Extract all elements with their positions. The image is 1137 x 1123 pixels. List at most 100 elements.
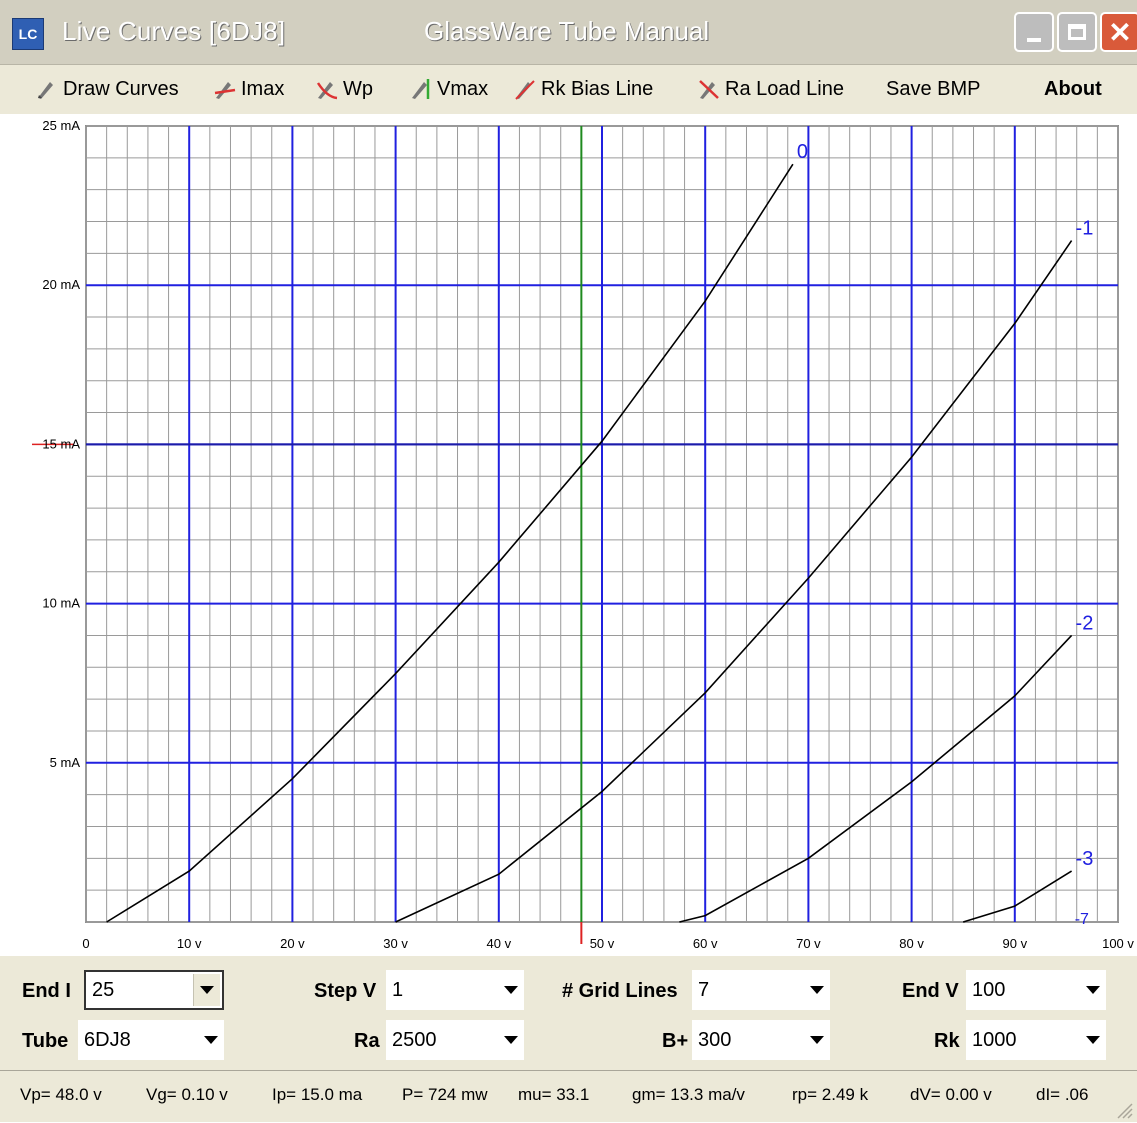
y-tick-label: 20 mA — [42, 277, 80, 292]
x-tick-label: 90 v — [1003, 936, 1028, 951]
tube-value: 6DJ8 — [84, 1028, 131, 1051]
curve-series — [106, 163, 794, 923]
tube-combo[interactable]: 6DJ8 — [78, 1020, 224, 1060]
x-tick-label: 10 v — [177, 936, 202, 951]
grid-lines-label: # Grid Lines — [562, 980, 678, 1002]
app-icon[interactable]: LC — [12, 18, 44, 50]
maximize-icon — [1068, 24, 1086, 40]
end-v-value: 100 — [972, 978, 1006, 1001]
curve-label: -7 — [1075, 911, 1089, 928]
rk-combo[interactable]: 1000 — [966, 1020, 1106, 1060]
imax-button[interactable]: Imax — [214, 72, 284, 106]
status-gm: gm= 13.3 ma/v — [632, 1085, 745, 1104]
minimize-button[interactable] — [1014, 12, 1054, 52]
rk-bias-line-button[interactable]: Rk Bias Line — [514, 72, 653, 106]
status-dv: dV= 0.00 v — [910, 1085, 992, 1104]
chevron-down-icon[interactable] — [1080, 970, 1106, 1010]
end-v-label: End V — [902, 980, 959, 1002]
curve-series — [962, 870, 1073, 923]
save-bmp-label: Save BMP — [886, 77, 981, 100]
draw-curves-label: Draw Curves — [63, 77, 179, 100]
end-v-combo[interactable]: 100 — [966, 970, 1106, 1010]
close-icon: ✕ — [1108, 16, 1132, 48]
curve-series — [395, 240, 1073, 923]
curve-label: -3 — [1076, 848, 1094, 870]
bplus-combo[interactable]: 300 — [692, 1020, 830, 1060]
close-button[interactable]: ✕ — [1100, 12, 1137, 52]
chevron-down-icon[interactable] — [193, 974, 220, 1006]
window-subtitle: GlassWare Tube Manual — [424, 16, 710, 46]
step-v-value: 1 — [392, 978, 404, 1001]
step-v-label: Step V — [314, 980, 377, 1002]
tube-curves-chart[interactable]: 0 10 v 20 v 30 v 40 v 50 v 60 v 70 v 80 v 90 v 100… — [0, 114, 1137, 956]
imax-icon — [214, 78, 236, 100]
x-tick-label: 20 v — [280, 936, 305, 951]
chevron-down-icon[interactable] — [804, 970, 830, 1010]
grid-lines-combo[interactable]: 7 — [692, 970, 830, 1010]
chevron-down-icon[interactable] — [498, 970, 524, 1010]
chevron-down-icon[interactable] — [804, 1020, 830, 1060]
minimize-icon — [1027, 38, 1041, 42]
y-tick-label: 25 mA — [42, 118, 80, 133]
ra-load-line-icon — [698, 78, 720, 100]
curve-series — [679, 634, 1073, 923]
x-tick-label: 40 v — [487, 936, 512, 951]
ra-load-line-label: Ra Load Line — [725, 77, 844, 100]
ra-value: 2500 — [392, 1028, 437, 1051]
maximize-button[interactable] — [1057, 12, 1097, 52]
grid-lines-value: 7 — [698, 978, 710, 1001]
x-tick-label: 70 v — [796, 936, 821, 951]
chevron-down-icon[interactable] — [198, 1020, 224, 1060]
wp-button[interactable]: Wp — [316, 72, 373, 106]
x-tick-label: 0 — [82, 936, 89, 951]
x-tick-label: 50 v — [590, 936, 615, 951]
curve-label: 0 — [797, 141, 808, 163]
about-label: About — [1044, 77, 1102, 100]
chevron-down-icon[interactable] — [498, 1020, 524, 1060]
rk-value: 1000 — [972, 1028, 1017, 1051]
bplus-label: B+ — [662, 1030, 689, 1052]
curve-label: -2 — [1076, 612, 1094, 634]
ra-label: Ra — [354, 1030, 380, 1052]
title-bar[interactable]: LC Live Curves [6DJ8] GlassWare Tube Man… — [0, 0, 1137, 65]
status-di: dI= .06 — [1036, 1085, 1089, 1104]
bplus-value: 300 — [698, 1028, 732, 1051]
step-v-combo[interactable]: 1 — [386, 970, 524, 1010]
x-tick-label: 60 v — [693, 936, 718, 951]
toolbar: Draw Curves Imax Wp Vmax Rk Bias Line Ra… — [0, 66, 1137, 112]
status-power: P= 724 mw — [402, 1085, 488, 1104]
x-tick-label: 100 v — [1102, 936, 1134, 951]
rk-label: Rk — [934, 1030, 960, 1052]
ra-combo[interactable]: 2500 — [386, 1020, 524, 1060]
end-i-combo[interactable]: 25 — [84, 970, 224, 1010]
draw-curves-button[interactable]: Draw Curves — [36, 72, 179, 106]
wp-icon — [316, 78, 338, 100]
status-ip: Ip= 15.0 ma — [272, 1085, 363, 1104]
end-i-label: End I — [22, 980, 71, 1002]
curve-label: -1 — [1076, 218, 1094, 240]
tube-label: Tube — [22, 1030, 69, 1052]
wp-label: Wp — [343, 77, 373, 100]
vmax-icon — [410, 78, 432, 100]
curve-plot[interactable]: 0 10 v 20 v 30 v 40 v 50 v 60 v 70 v 80 v 90 v 100… — [0, 114, 1137, 956]
parameter-panel: End I 25 Step V 1 # Grid Lines 7 End V 1… — [0, 958, 1137, 1068]
rk-bias-line-label: Rk Bias Line — [541, 77, 654, 100]
chevron-down-icon[interactable] — [1080, 1020, 1106, 1060]
save-bmp-button[interactable]: Save BMP — [886, 72, 980, 106]
status-mu: mu= 33.1 — [518, 1085, 590, 1104]
x-tick-label: 30 v — [383, 936, 408, 951]
about-button[interactable]: About — [1044, 72, 1102, 106]
rk-bias-line-icon — [514, 78, 536, 100]
status-rp: rp= 2.49 k — [792, 1085, 869, 1104]
status-bar: Vp= 48.0 v Vg= 0.10 v Ip= 15.0 ma P= 724… — [0, 1070, 1137, 1123]
status-vg: Vg= 0.10 v — [146, 1085, 228, 1104]
ra-load-line-button[interactable]: Ra Load Line — [698, 72, 844, 106]
x-tick-label: 80 v — [899, 936, 924, 951]
resize-grip-icon[interactable] — [1113, 1099, 1133, 1119]
status-vp: Vp= 48.0 v — [20, 1085, 102, 1104]
vmax-button[interactable]: Vmax — [410, 72, 488, 106]
draw-curves-icon — [36, 78, 58, 100]
y-tick-label: 10 mA — [42, 596, 80, 611]
vmax-label: Vmax — [437, 77, 489, 100]
